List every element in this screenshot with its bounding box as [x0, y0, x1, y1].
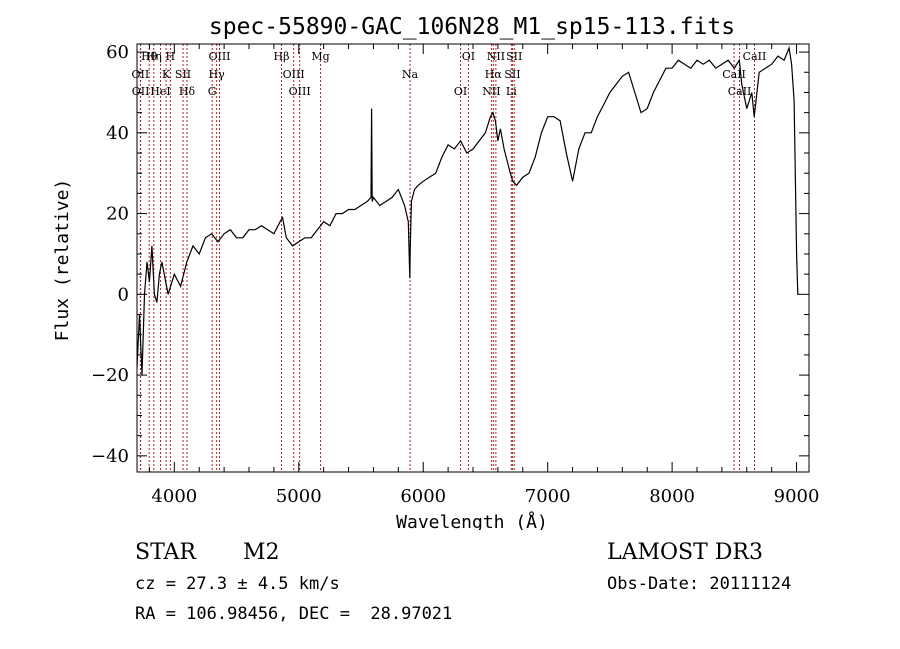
line-label-7: SII [175, 68, 191, 81]
redshift-velocity: cz = 27.3 ± 4.5 km/s [135, 574, 340, 594]
y-axis-ticks: −40 −20 0 20 40 60 [91, 42, 809, 467]
line-label-15: Mg [311, 50, 329, 63]
x-tick-label-9000: 9000 [774, 486, 820, 507]
line-label-24: SII [506, 50, 522, 63]
line-label-14: OIII [289, 85, 311, 98]
plot-frame [136, 43, 810, 473]
line-label-13: OIII [283, 68, 305, 81]
y-tick-label-0: 0 [118, 284, 129, 305]
line-label-17: OI [454, 85, 467, 98]
line-label-9: OIII [208, 50, 230, 63]
line-label-0: Hθ [141, 50, 158, 63]
y-tick-label--40: −40 [91, 446, 129, 467]
spectral-line-markers [139, 44, 755, 472]
line-label-8: Hδ [179, 85, 196, 98]
survey-name: LAMOST DR3 [607, 540, 763, 565]
y-tick-label-40: 40 [106, 123, 129, 144]
spectral-line-labels: Hθ OII OII HηK HeI H SII Hδ OIII Hγ G Hβ OIII OIII Mg N… [132, 50, 767, 98]
line-label-18: OI [462, 50, 475, 63]
spectrum-chart: spec-55890-GAC_106N28_M1_sp15-113.fits H… [52, 14, 820, 530]
line-label-20: NII [482, 85, 500, 98]
x-tick-label-8000: 8000 [649, 486, 695, 507]
x-tick-label-6000: 6000 [400, 486, 446, 507]
y-tick-label-60: 60 [106, 42, 129, 63]
line-label-27: CaII [743, 50, 767, 63]
line-label-6: H [166, 50, 176, 63]
x-tick-label-7000: 7000 [525, 486, 571, 507]
line-label-16: Na [402, 68, 419, 81]
line-label-12: Hβ [274, 50, 290, 63]
line-label-4: K [162, 68, 171, 81]
line-label-25: CaII [722, 68, 746, 81]
line-label-5: HeI [150, 85, 170, 98]
line-label-21: NII [487, 50, 505, 63]
x-axis-ticks: 4000 5000 6000 7000 8000 9000 [148, 44, 820, 507]
observation-date: Obs-Date: 20111124 [607, 574, 792, 594]
line-label-3: Hη [146, 50, 162, 63]
line-label-26: CaII [728, 85, 752, 98]
x-axis-label: Wavelength (Å) [396, 511, 548, 530]
line-label-2: OII [132, 85, 150, 98]
flux-series-line [136, 45, 799, 376]
object-class: STAR [135, 540, 196, 565]
x-tick-label-5000: 5000 [276, 486, 322, 507]
chart-title: spec-55890-GAC_106N28_M1_sp15-113.fits [209, 14, 735, 40]
line-label-23: Li [506, 85, 517, 98]
line-label-10: Hγ [209, 68, 226, 81]
ra-dec-coordinates: RA = 106.98456, DEC = 28.97021 [135, 604, 453, 624]
line-label-19: Hα [485, 68, 503, 81]
y-tick-label--20: −20 [91, 365, 129, 386]
x-tick-label-4000: 4000 [151, 486, 197, 507]
line-label-22: SII [504, 68, 520, 81]
line-label-1: OII [132, 68, 150, 81]
object-subclass: M2 [243, 540, 280, 565]
y-tick-label-20: 20 [106, 204, 129, 225]
line-label-11: G [208, 85, 217, 98]
y-axis-label: Flux (relative) [52, 179, 73, 342]
